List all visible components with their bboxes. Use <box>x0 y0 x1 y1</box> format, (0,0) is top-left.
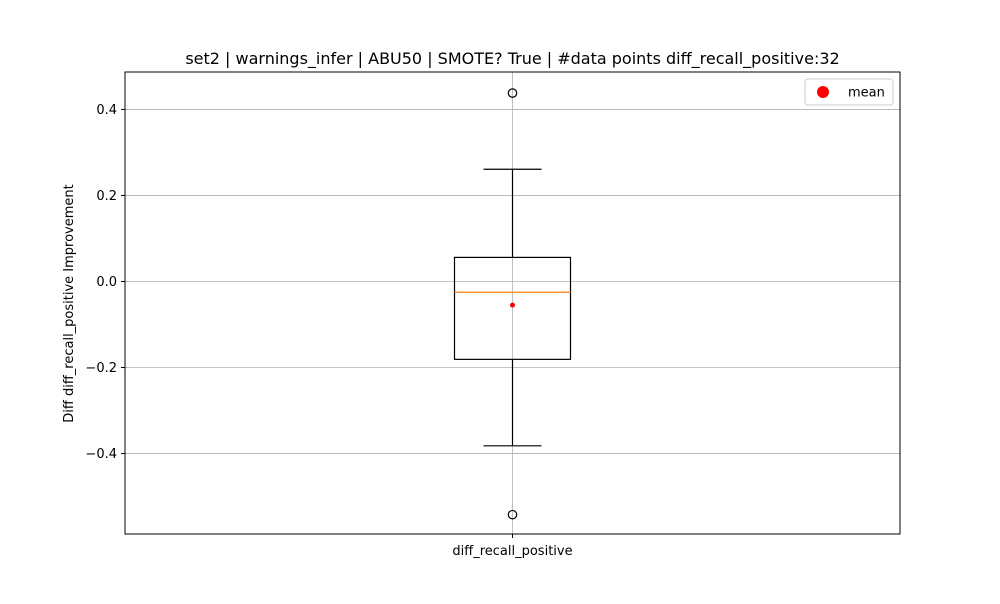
x-tick-label: diff_recall_positive <box>452 544 572 559</box>
y-axis-label: Diff diff_recall_positive Improvement <box>62 184 77 423</box>
iqr-box <box>453 256 572 360</box>
axes: −0.4 −0.2 0.0 0.2 0.4 diff_recall_positive <box>85 71 901 559</box>
y-tick-label: −0.4 <box>85 447 117 462</box>
outlier-point <box>507 88 518 98</box>
chart-title: set2 | warnings_infer | ABU50 | SMOTE? T… <box>185 49 839 69</box>
mean-point <box>510 302 515 308</box>
y-tick-label: −0.2 <box>85 361 117 376</box>
legend: mean <box>804 78 894 106</box>
legend-label: mean <box>848 86 885 101</box>
y-tick-label: 0.2 <box>96 189 117 204</box>
y-tick-label: 0.4 <box>96 103 117 118</box>
outlier-point <box>507 509 518 520</box>
y-tick-label: 0.0 <box>96 275 117 290</box>
legend-marker <box>817 86 829 98</box>
box-elements <box>453 88 572 520</box>
legend-box <box>804 78 894 106</box>
